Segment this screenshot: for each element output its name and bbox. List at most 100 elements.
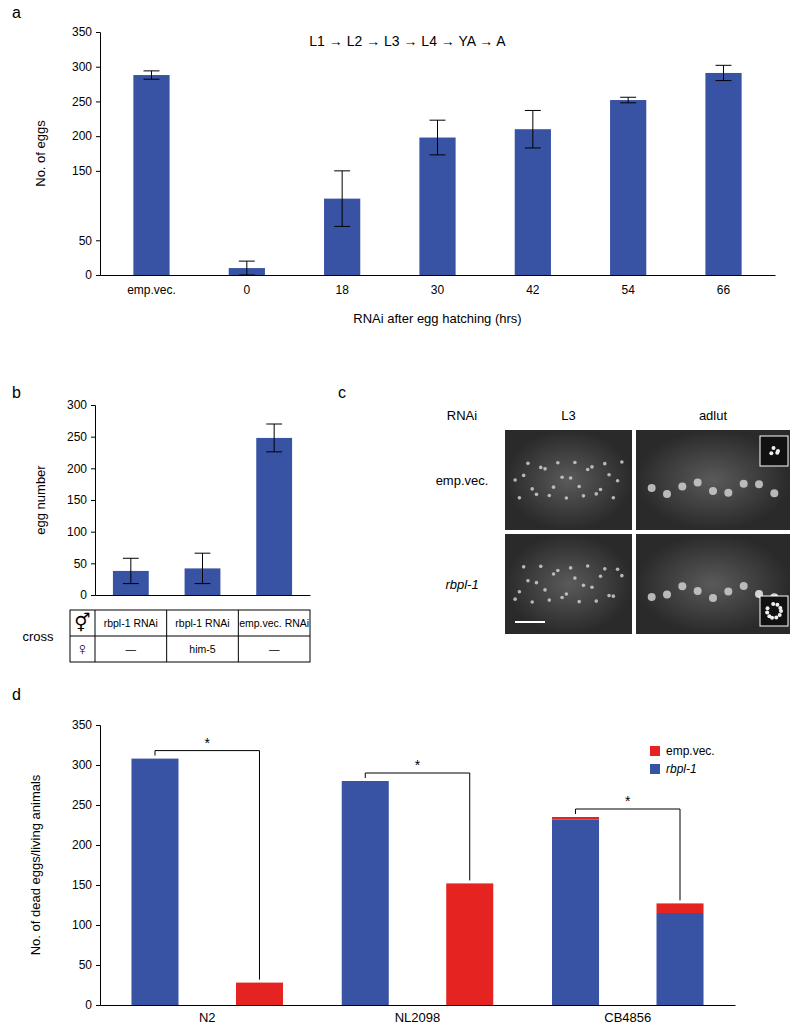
- bar: [419, 138, 455, 275]
- nucleus: [577, 485, 581, 489]
- error-bar: [620, 97, 636, 103]
- bar-segment: [552, 819, 599, 1005]
- significance-bracket: [365, 773, 469, 880]
- x-tick: emp.vec.: [127, 275, 176, 297]
- bar: [133, 75, 169, 275]
- nucleus: [740, 582, 748, 590]
- nucleus: [663, 490, 671, 498]
- x-tick-label: CB4856: [604, 1010, 651, 1025]
- y-tick-label: 50: [79, 958, 93, 972]
- table-title: cross: [22, 629, 54, 644]
- nucleus: [535, 581, 539, 585]
- nucleus: [526, 462, 530, 466]
- table-cell: rbpl-1 RNAi: [104, 617, 158, 629]
- x-tick-label: 42: [526, 283, 540, 297]
- y-tick-mark: [96, 965, 100, 966]
- row-label: emp.vec.: [436, 473, 489, 488]
- y-axis-line: [91, 406, 96, 596]
- nucleus: [530, 487, 534, 491]
- panel-c: cRNAiL3adlutemp.vec.rbpl-1: [338, 384, 790, 634]
- x-tick: 0: [243, 275, 250, 297]
- bar: [610, 100, 646, 275]
- nucleus: [612, 594, 616, 598]
- legend-label: emp.vec.: [666, 744, 715, 758]
- table-rule: [70, 636, 310, 637]
- micrograph: [505, 534, 632, 634]
- nucleus: [543, 588, 547, 592]
- nucleus: [556, 569, 560, 573]
- error-bar: [144, 71, 160, 79]
- x-axis-line: [101, 1005, 736, 1006]
- plot-area: [131, 759, 703, 1005]
- x-axis-title: RNAi after egg hatching (hrs): [353, 311, 521, 326]
- x-tick-label: emp.vec.: [127, 283, 176, 297]
- y-tick-mark: [91, 595, 95, 596]
- micrograph-image: [505, 534, 632, 634]
- panel-label: a: [12, 4, 21, 21]
- table-border: [70, 610, 310, 662]
- y-tick: 300: [72, 758, 100, 772]
- y-tick: 300: [67, 398, 95, 412]
- x-tick: 54: [621, 275, 635, 297]
- nucleus: [535, 493, 539, 497]
- y-tick-mark: [91, 500, 95, 501]
- nucleus: [620, 574, 624, 578]
- y-tick-label: 200: [67, 462, 87, 476]
- x-tick-label: N2: [199, 1010, 216, 1025]
- plot-area: [133, 65, 741, 275]
- nucleus: [573, 576, 577, 580]
- panel-label: d: [12, 686, 21, 703]
- x-axis: emp.vec.01830425466: [101, 275, 776, 297]
- bar: [515, 129, 551, 275]
- y-tick-label: 0: [85, 998, 92, 1012]
- x-tick-label: NL2098: [395, 1010, 441, 1025]
- row-label: rbpl-1: [445, 577, 478, 592]
- y-tick: 100: [72, 918, 100, 932]
- nucleus: [552, 572, 556, 576]
- y-tick: 0: [85, 998, 100, 1012]
- y-tick: 200: [72, 838, 100, 852]
- nucleus: [709, 594, 717, 602]
- y-axis-title: No. of dead eggs/living animals: [28, 774, 43, 955]
- x-axis-line: [101, 275, 776, 276]
- significance-bracket: [155, 751, 259, 980]
- nucleus: [648, 593, 656, 601]
- nucleus: [709, 487, 717, 495]
- x-tick: 30: [431, 275, 445, 297]
- y-axis: 050150200250300350: [72, 25, 101, 282]
- y-tick: 150: [72, 164, 100, 178]
- significance-label: *: [205, 735, 211, 751]
- table-row-label: ♀: [76, 639, 90, 659]
- nucleus: [547, 494, 551, 498]
- inset-image: [760, 596, 788, 626]
- y-tick-mark: [96, 1005, 100, 1006]
- bar-segment: [236, 983, 283, 1005]
- nucleus: [770, 489, 778, 497]
- y-tick-mark: [96, 136, 100, 137]
- y-tick-mark: [96, 805, 100, 806]
- inset: [760, 436, 788, 466]
- nucleus: [740, 480, 748, 488]
- micrograph-image: [636, 430, 790, 530]
- y-tick: 50: [79, 958, 100, 972]
- panel-a: a050150200250300350emp.vec.01830425466RN…: [12, 4, 776, 326]
- nucleus: [582, 494, 586, 498]
- micrograph-image: [505, 430, 632, 530]
- y-tick-label: 150: [67, 493, 87, 507]
- y-tick-mark: [96, 765, 100, 766]
- y-tick-mark: [96, 171, 100, 172]
- nucleus: [603, 567, 607, 571]
- x-tick: NL2098: [395, 1005, 441, 1025]
- y-tick-mark: [96, 240, 100, 241]
- table-cell: emp.vec. RNAi: [239, 617, 309, 629]
- micrograph: [636, 430, 790, 530]
- inset-chromosome: [778, 613, 782, 617]
- y-tick: 300: [72, 60, 100, 74]
- nucleus: [547, 598, 551, 602]
- error-bar: [716, 65, 732, 80]
- inset-chromosome: [774, 616, 778, 620]
- x-axis: N2 NL2098 CB4856: [101, 1005, 736, 1025]
- bar-segment: [131, 758, 178, 759]
- x-tick-label: 66: [717, 283, 731, 297]
- y-tick-mark: [96, 101, 100, 102]
